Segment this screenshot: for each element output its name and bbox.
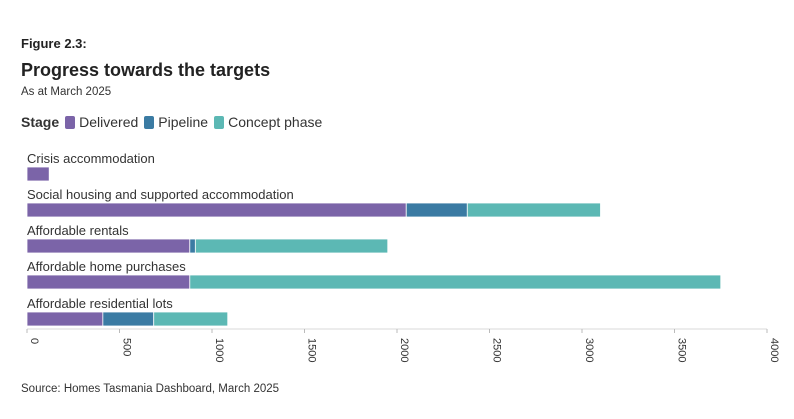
x-tick-label-1000: 1000 [213,338,225,362]
legend: Stage Delivered Pipeline Concept phase [21,114,328,130]
legend-item-concept-phase: Concept phase [214,114,322,130]
legend-item-delivered: Delivered [65,114,138,130]
bar-affordable-home-purchases-delivered [26,274,191,290]
category-label-social-housing-and-supported-accommodation: Social housing and supported accommodati… [27,187,294,202]
bar-affordable-home-purchases-concept-phase [189,274,722,290]
x-tick-label-4000: 4000 [768,338,780,362]
legend-swatch-pipeline [144,115,155,129]
bar-crisis-accommodation-delivered [26,166,50,182]
legend-title: Stage [21,114,60,130]
legend-swatch-delivered [65,115,76,129]
category-label-crisis-accommodation: Crisis accommodation [27,151,155,166]
category-label-affordable-rentals: Affordable rentals [27,223,129,238]
bar-social-housing-and-supported-accommodation-delivered [26,202,407,218]
x-tick-label-2000: 2000 [398,338,410,362]
x-tick-label-1500: 1500 [306,338,318,362]
figure-label: Figure 2.3: [21,36,87,51]
x-tick-label-0: 0 [28,338,40,344]
chart-title: Progress towards the targets [21,60,271,80]
source-note: Source: Homes Tasmania Dashboard, March … [21,383,280,395]
bar-affordable-residential-lots-pipeline [102,311,155,327]
legend-label-concept-phase: Concept phase [228,114,323,130]
chart-subtitle: As at March 2025 [21,86,112,98]
bar-affordable-rentals-concept-phase [194,238,389,254]
legend-swatch-concept-phase [214,115,225,129]
x-tick-label-2500: 2500 [491,338,503,362]
bar-affordable-rentals-delivered [26,238,191,254]
legend-item-pipeline: Pipeline [144,114,208,130]
legend-label-delivered: Delivered [79,114,139,130]
legend-label-pipeline: Pipeline [158,114,209,130]
bar-social-housing-and-supported-accommodation-concept-phase [466,202,601,218]
bar-affordable-residential-lots-delivered [26,311,104,327]
bar-social-housing-and-supported-accommodation-pipeline [405,202,468,218]
category-label-affordable-home-purchases: Affordable home purchases [27,259,186,274]
bar-affordable-rentals-pipeline [189,238,196,254]
bar-affordable-residential-lots-concept-phase [153,311,229,327]
category-label-affordable-residential-lots: Affordable residential lots [27,296,173,311]
x-tick-label-500: 500 [121,338,133,356]
x-tick-label-3500: 3500 [676,338,688,362]
x-tick-label-3000: 3000 [583,338,595,362]
